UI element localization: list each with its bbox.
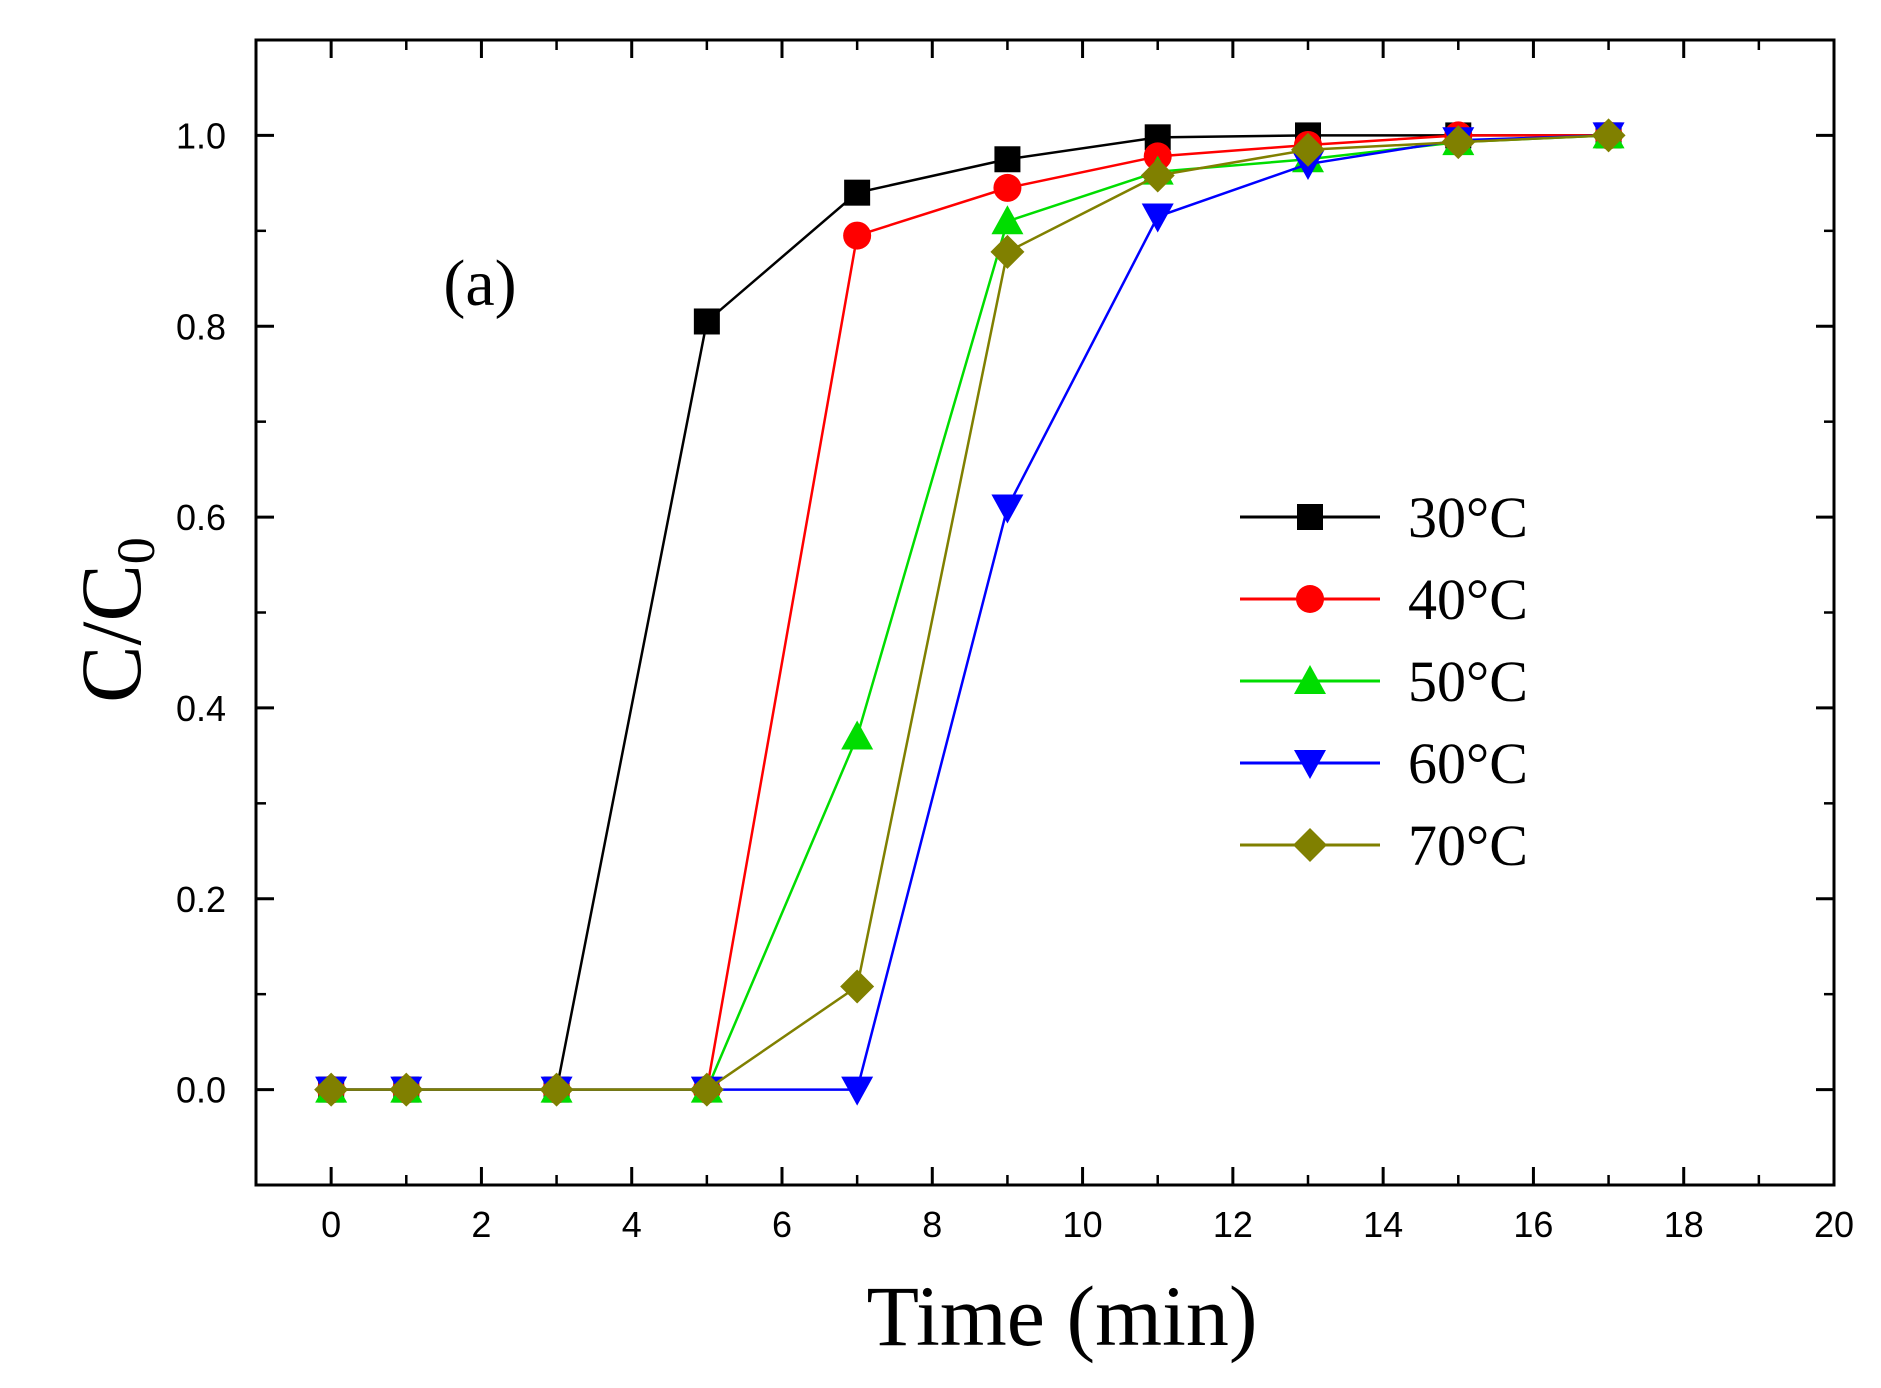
- data-point: [841, 1076, 874, 1106]
- legend-item: 70°C: [1240, 813, 1528, 878]
- data-point: [841, 720, 874, 750]
- data-point: [991, 205, 1024, 235]
- legend-marker: [1296, 585, 1324, 613]
- series-line: [331, 134, 1609, 1091]
- data-point: [689, 1072, 724, 1107]
- data-point: [1140, 158, 1175, 193]
- x-tick-label: 16: [1513, 1204, 1553, 1245]
- y-tick-label: 0.4: [176, 688, 226, 729]
- legend-label: 30°C: [1408, 485, 1528, 550]
- x-tick-label: 2: [471, 1204, 491, 1245]
- x-tick-label: 6: [772, 1204, 792, 1245]
- legend-marker: [1297, 504, 1323, 530]
- data-point: [389, 1072, 424, 1107]
- y-tick-label: 0.8: [176, 306, 226, 347]
- legend-item: 50°C: [1240, 649, 1528, 714]
- data-point: [1291, 132, 1325, 167]
- x-tick-label: 4: [622, 1204, 642, 1245]
- y-tick-label: 0.2: [176, 879, 226, 920]
- x-tick-label: 8: [922, 1204, 942, 1245]
- series-diamond: [314, 118, 1626, 1107]
- plot-layer: [314, 118, 1626, 1107]
- legend-item: 60°C: [1240, 731, 1528, 796]
- data-point: [991, 494, 1024, 524]
- axes-layer: 0 2 4 6 8 10 12 14 16 18 20 0.0 0.2 0.4 0.6 0.8 1.0: [176, 38, 1854, 1245]
- data-point: [539, 1072, 574, 1107]
- data-point: [840, 969, 875, 1004]
- data-point: [843, 221, 872, 250]
- data-point: [844, 179, 871, 206]
- data-point: [990, 234, 1025, 269]
- legend-label: 60°C: [1408, 731, 1528, 796]
- x-tick-label: 20: [1814, 1204, 1854, 1245]
- data-point: [693, 308, 720, 335]
- legend-marker: [1294, 665, 1326, 694]
- y-axis-title: C/C0: [63, 537, 166, 703]
- data-point: [994, 146, 1021, 173]
- y-tick-label: 1.0: [176, 115, 226, 156]
- panel-label: (a): [443, 247, 516, 320]
- svg-text:C/C0: C/C0: [63, 537, 166, 703]
- x-axis-title: Time (min): [866, 1268, 1257, 1364]
- legend-label: 40°C: [1408, 567, 1528, 632]
- legend-marker: [1294, 750, 1326, 779]
- legend-item: 40°C: [1240, 567, 1528, 632]
- x-tick-label: 12: [1213, 1204, 1253, 1245]
- legend-label: 70°C: [1408, 813, 1528, 878]
- y-axis-title-main: C/C: [63, 564, 159, 703]
- x-tick-label: 10: [1063, 1204, 1103, 1245]
- y-tick-label: 0.6: [176, 497, 226, 538]
- y-axis-title-subscript: 0: [106, 537, 166, 564]
- data-point: [993, 173, 1022, 202]
- y-tick-label: 0.0: [176, 1070, 226, 1111]
- legend-label: 50°C: [1408, 649, 1528, 714]
- data-point: [1441, 125, 1476, 160]
- legend-marker: [1293, 828, 1327, 862]
- legend: 30°C 40°C 50°C 60°C 70°C: [1240, 485, 1528, 878]
- data-point: [314, 1072, 349, 1107]
- x-tick-label: 14: [1363, 1204, 1403, 1245]
- data-point: [1591, 118, 1626, 153]
- x-tick-label: 18: [1664, 1204, 1704, 1245]
- data-point: [1141, 203, 1174, 233]
- legend-item: 30°C: [1240, 485, 1528, 550]
- x-tick-label: 0: [321, 1204, 341, 1245]
